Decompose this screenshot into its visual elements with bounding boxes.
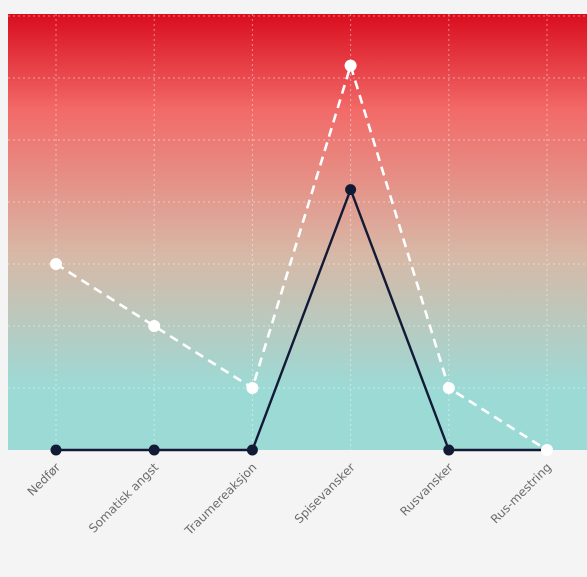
data-point[interactable] [247, 445, 258, 456]
x-tick-labels: Nedfør Somatisk angst Traumereaksjon Spisev… [25, 460, 555, 538]
data-point[interactable] [246, 382, 258, 394]
data-point[interactable] [541, 444, 553, 456]
data-point[interactable] [51, 445, 62, 456]
x-tick-label: Rusvansker [397, 460, 456, 519]
data-point[interactable] [345, 184, 356, 195]
data-point[interactable] [149, 445, 160, 456]
x-tick-label: Rus-mestring [488, 460, 554, 526]
data-point[interactable] [345, 60, 357, 72]
data-point[interactable] [443, 382, 455, 394]
x-tick-label: Traumereaksjon [181, 460, 259, 538]
plot-background [8, 14, 587, 450]
data-point[interactable] [50, 258, 62, 270]
data-point[interactable] [148, 320, 160, 332]
x-tick-label: Somatisk angst [86, 460, 162, 536]
x-tick-label: Spisevansker [292, 460, 358, 526]
data-point[interactable] [443, 445, 454, 456]
x-tick-label: Nedfør [25, 460, 64, 499]
